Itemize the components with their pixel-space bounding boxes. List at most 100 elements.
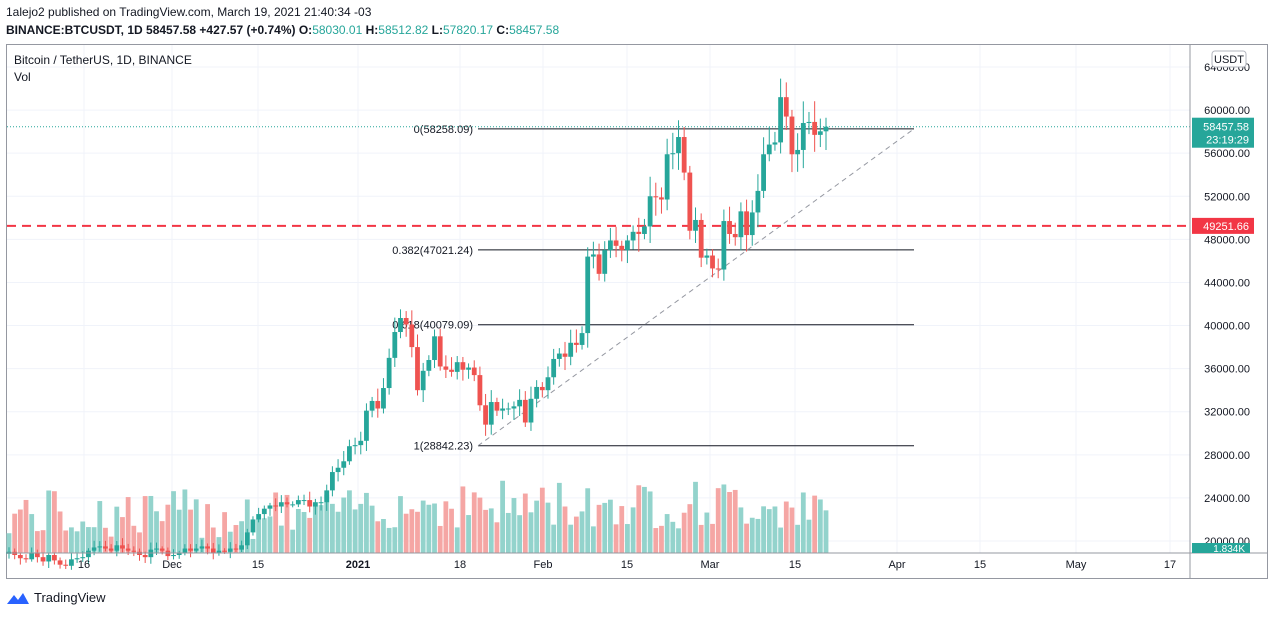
candle-body xyxy=(324,490,330,503)
candle-body xyxy=(539,386,545,391)
y-tick-label: 60000.00 xyxy=(1204,105,1250,117)
symbol-label: BINANCE:BTCUSDT, 1D xyxy=(6,23,143,37)
volume-bar xyxy=(171,491,176,553)
volume-bars xyxy=(6,480,829,553)
candle-body xyxy=(522,399,528,423)
volume-bar xyxy=(545,502,551,553)
volume-bar xyxy=(551,524,557,553)
candle-body xyxy=(46,555,52,562)
volume-bar xyxy=(426,504,432,553)
volume-bar xyxy=(409,509,415,553)
candle-body xyxy=(205,546,210,549)
volume-bar xyxy=(573,516,579,553)
volume-bar xyxy=(505,512,511,553)
candle-body xyxy=(517,399,523,407)
volume-bar xyxy=(500,480,506,553)
volume-bar xyxy=(74,531,80,553)
candle-body xyxy=(744,211,749,236)
volume-bar xyxy=(778,527,784,553)
candle-body xyxy=(619,245,625,251)
candle-body xyxy=(199,546,205,549)
candle-body xyxy=(392,332,398,358)
y-tick-label: 40000.00 xyxy=(1204,321,1250,333)
x-tick-label: May xyxy=(1066,559,1087,571)
candle-body xyxy=(545,377,551,391)
candle-body xyxy=(86,550,91,558)
candle-body xyxy=(182,548,188,553)
volume-bar xyxy=(653,528,659,553)
volume-bar xyxy=(120,517,125,553)
volume-bar xyxy=(91,527,97,553)
candle-body xyxy=(188,548,193,551)
candle-body xyxy=(176,552,182,556)
volume-bar xyxy=(23,499,29,553)
candle-body xyxy=(727,221,732,234)
candle-body xyxy=(454,362,460,372)
volume-bar xyxy=(420,500,426,553)
candle-body xyxy=(159,548,165,551)
resistance-badge-label: 49251.66 xyxy=(1203,221,1249,233)
volume-bar xyxy=(148,495,154,553)
candle-body xyxy=(738,211,744,238)
close-value: 58457.58 xyxy=(509,23,560,37)
chart-area[interactable] xyxy=(6,44,1268,579)
volume-bar xyxy=(466,515,471,553)
volume-bar xyxy=(772,506,778,553)
candle-body xyxy=(318,502,324,504)
volume-bar xyxy=(817,499,823,553)
candle-body xyxy=(227,548,233,552)
fib-level-label: 0(58258.09) xyxy=(414,124,473,136)
volume-bar xyxy=(244,499,250,553)
volume-bar xyxy=(488,508,494,553)
candle-body xyxy=(630,231,636,241)
x-tick-label: 15 xyxy=(621,559,633,571)
candle-body xyxy=(51,555,57,561)
y-tick-label: 44000.00 xyxy=(1204,277,1250,289)
candle-body xyxy=(551,358,557,378)
footer-brand: TradingView xyxy=(34,590,106,605)
candle-body xyxy=(449,369,454,372)
candle-body xyxy=(670,153,676,155)
volume-bar xyxy=(182,489,188,553)
volume-bar xyxy=(579,511,585,553)
candle-body xyxy=(772,142,778,145)
volume-bar xyxy=(369,505,375,553)
candle-body xyxy=(91,547,97,551)
volume-bar xyxy=(443,501,449,553)
y-tick-label: 36000.00 xyxy=(1204,364,1250,376)
candle-body xyxy=(596,254,602,274)
volume-bar xyxy=(647,491,653,553)
volume-bar xyxy=(97,501,103,553)
change-value: +427.57 (+0.74%) xyxy=(199,23,296,37)
volume-bar xyxy=(800,492,806,553)
volume-bar xyxy=(585,488,591,553)
ohlc-header: BINANCE:BTCUSDT, 1D 58457.58 +427.57 (+0… xyxy=(6,23,559,37)
candle-body xyxy=(261,508,267,515)
volume-bar xyxy=(278,525,284,553)
candle-body xyxy=(710,255,715,269)
volume-bar xyxy=(715,488,721,553)
y-tick-label: 52000.00 xyxy=(1204,191,1250,203)
candle-body xyxy=(562,353,568,357)
candle-body xyxy=(97,546,103,548)
candle-body xyxy=(352,445,358,447)
candle-body xyxy=(676,137,681,154)
candle-body xyxy=(108,548,114,551)
x-tick-label: 18 xyxy=(454,559,466,571)
candle-body xyxy=(329,472,335,491)
candle-body xyxy=(364,410,369,441)
volume-bar xyxy=(698,524,704,553)
candle-body xyxy=(295,500,301,505)
volume-bar xyxy=(352,509,358,553)
candle-body xyxy=(800,123,806,150)
volume-bar xyxy=(29,514,35,553)
candle-body xyxy=(301,500,307,502)
candle-body xyxy=(125,548,131,551)
candle-body xyxy=(477,375,483,406)
candle-body xyxy=(69,559,74,566)
volume-bar xyxy=(568,524,574,553)
candle-body xyxy=(761,154,766,191)
volume-bar xyxy=(732,489,738,553)
footer[interactable]: TradingView xyxy=(6,590,106,605)
